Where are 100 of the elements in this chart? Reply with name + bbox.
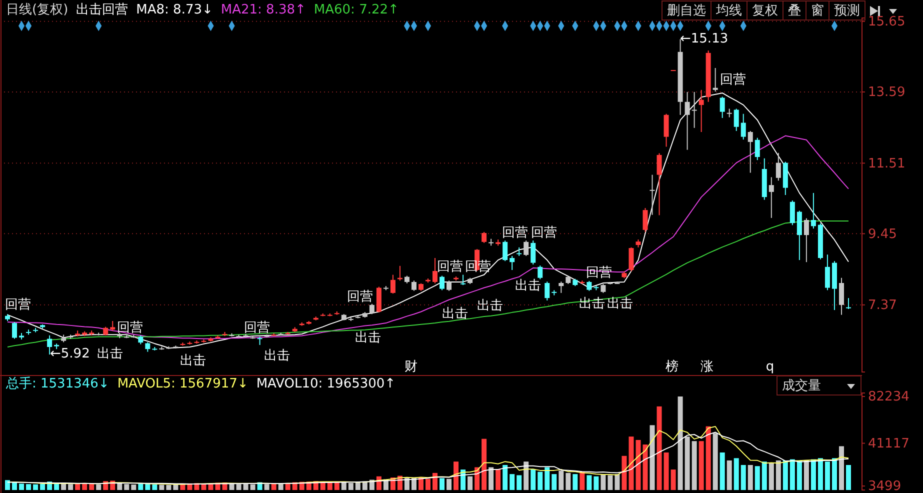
bar xyxy=(762,462,767,490)
candlestick xyxy=(530,240,536,265)
bar xyxy=(566,472,571,490)
bar xyxy=(516,475,522,490)
bar xyxy=(468,476,473,490)
text: MA8: 8.73↓ xyxy=(136,2,213,18)
bar xyxy=(684,436,690,490)
bar xyxy=(776,460,781,490)
bar xyxy=(348,482,354,490)
annotation: q xyxy=(766,360,774,375)
annotation: 出击 xyxy=(442,306,468,322)
bar xyxy=(608,475,613,490)
bar xyxy=(538,472,543,490)
candlestick xyxy=(510,255,515,270)
candlestick xyxy=(740,113,746,140)
candlestick xyxy=(544,281,550,301)
candlestick xyxy=(538,265,543,280)
bar xyxy=(748,464,753,490)
candlestick xyxy=(810,192,816,230)
annotation: 回营 xyxy=(347,290,373,305)
candlestick xyxy=(804,218,809,263)
bar xyxy=(600,474,606,490)
candlestick xyxy=(411,280,416,292)
text: MA21: 8.38↑ xyxy=(220,2,306,18)
candlestick xyxy=(524,240,529,256)
bar xyxy=(838,446,844,490)
candlestick xyxy=(754,137,760,161)
bar xyxy=(818,458,823,490)
chart-subtitle: 出击回营 xyxy=(76,2,128,18)
bar xyxy=(712,433,718,490)
annotation: 预测 xyxy=(834,4,860,19)
candlestick xyxy=(796,210,802,261)
bar xyxy=(782,460,788,490)
bar xyxy=(341,482,346,490)
bar xyxy=(496,470,501,490)
bar xyxy=(355,482,360,490)
annotation: 回营 xyxy=(117,320,143,336)
bar xyxy=(19,484,24,490)
bar xyxy=(622,456,627,490)
candlestick xyxy=(656,152,662,216)
candlestick xyxy=(432,257,438,284)
bar xyxy=(68,484,74,490)
bar xyxy=(5,480,10,490)
bar xyxy=(250,484,256,490)
y-tick-label: 15.65 xyxy=(868,14,906,30)
candlestick xyxy=(376,286,382,313)
candlestick xyxy=(558,281,564,294)
candlestick xyxy=(734,108,739,132)
bar xyxy=(628,436,634,490)
annotation: 回营 xyxy=(720,72,746,88)
annotation: 均线 xyxy=(715,4,742,19)
bar xyxy=(552,474,557,490)
candlestick xyxy=(446,280,452,292)
annotation: 出击 xyxy=(264,348,290,364)
annotation: 出击 xyxy=(477,298,503,314)
candlestick xyxy=(790,200,795,226)
annotation: 出击 xyxy=(607,296,633,312)
bar xyxy=(790,459,795,490)
bar xyxy=(670,470,676,490)
bar xyxy=(404,478,410,490)
candlestick xyxy=(440,275,445,291)
bar xyxy=(432,472,438,490)
bar xyxy=(692,441,697,490)
candlestick xyxy=(110,320,116,332)
bar xyxy=(243,484,248,490)
bar xyxy=(524,462,529,490)
annotation: 叠 xyxy=(788,4,801,19)
annotation: ←5.92 xyxy=(50,346,90,362)
annotation: ←15.13 xyxy=(680,32,728,47)
bar xyxy=(580,472,585,490)
bar xyxy=(173,484,178,490)
bar xyxy=(131,484,136,490)
candlestick xyxy=(482,231,487,244)
bar xyxy=(754,466,760,490)
annotation: 成交量 xyxy=(782,378,821,394)
bar xyxy=(720,452,725,490)
bar xyxy=(558,470,564,490)
annotation: 出击 xyxy=(180,354,206,369)
y-tick-label: 41117 xyxy=(868,436,910,452)
bar xyxy=(264,484,270,490)
bar xyxy=(152,484,158,490)
candlestick xyxy=(776,152,781,182)
bar xyxy=(768,462,774,490)
annotation: 出击 xyxy=(97,346,123,362)
bar xyxy=(446,478,452,490)
bar xyxy=(734,458,739,490)
bar xyxy=(33,484,38,490)
bar xyxy=(832,458,837,490)
bar xyxy=(726,460,732,490)
chart-title: 日线(复权) xyxy=(6,2,68,18)
bar xyxy=(510,474,515,490)
bar xyxy=(460,470,466,490)
annotation: 删自选 xyxy=(667,4,706,19)
candlestick xyxy=(586,280,592,292)
bar xyxy=(440,478,445,490)
bar xyxy=(530,470,536,490)
bar xyxy=(594,476,599,490)
bar xyxy=(61,483,66,490)
bar xyxy=(586,475,592,490)
candlestick xyxy=(720,96,725,118)
